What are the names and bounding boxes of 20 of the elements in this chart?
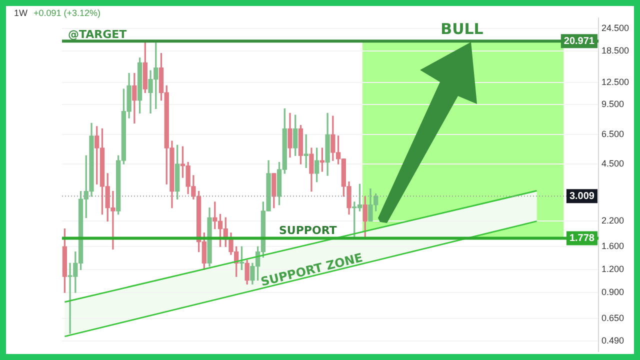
y-tick-label: 4.500 (601, 158, 624, 169)
annotation: BULL (440, 20, 484, 38)
y-tick-label: 9.500 (601, 98, 624, 109)
y-tick-label: 0.900 (601, 287, 624, 298)
y-tick-label: 6.500 (601, 129, 624, 140)
y-tick-label: 2.200 (601, 216, 624, 226)
ref-line-label: 20.971 (564, 36, 595, 47)
y-tick-label: 0.650 (601, 313, 624, 324)
y-tick-label: 12.500 (601, 76, 630, 87)
y-tick-label: 24.500 (601, 23, 630, 34)
annotation: @TARGET (68, 28, 128, 41)
annotation: SUPPORT (279, 224, 338, 237)
chart-subtitle: +0.091 (+3.12%) (34, 8, 101, 18)
chart-title: 1W (14, 8, 28, 18)
ref-line-label: 3.009 (569, 190, 595, 202)
y-tick-label: 1.200 (601, 264, 624, 274)
y-tick-label: 1.600 (601, 241, 624, 252)
ref-line-label: 1.778 (569, 232, 595, 244)
y-tick-label: 18.500 (601, 46, 630, 56)
y-tick-label: 0.490 (601, 336, 624, 346)
